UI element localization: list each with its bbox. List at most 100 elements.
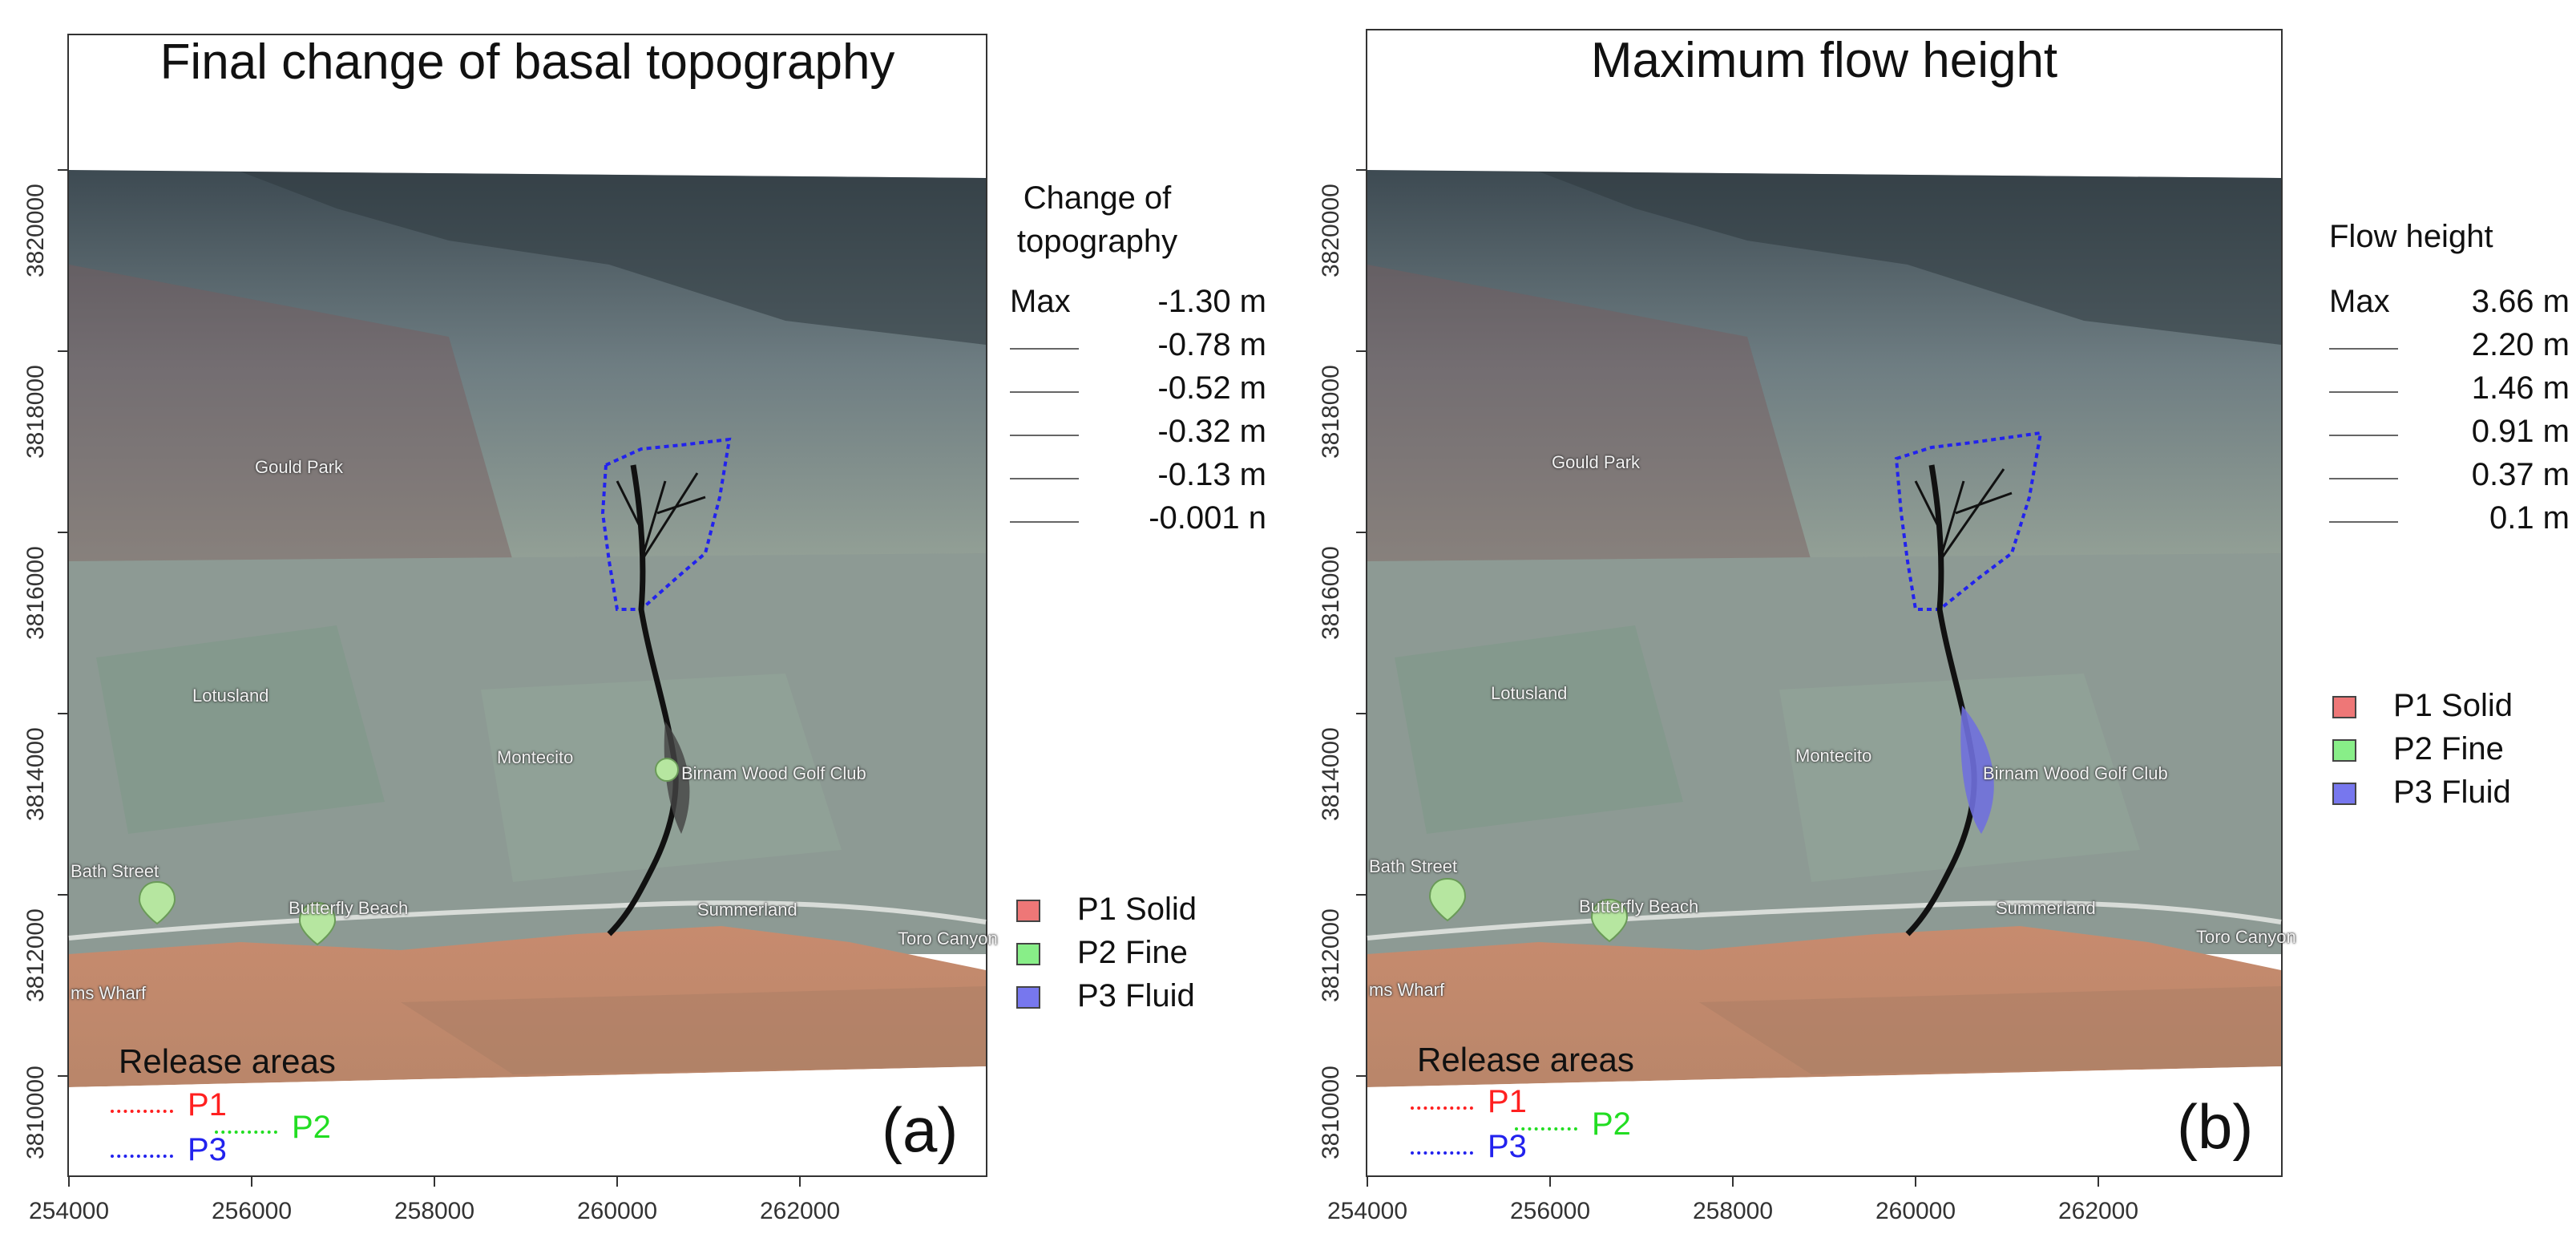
class-legend-item: P3 Fluid: [2332, 775, 2511, 815]
legend-row: -0.13 m: [1010, 457, 1266, 497]
y-axis-ticks: [1356, 169, 1366, 1077]
place-label: Birnam Wood Golf Club: [681, 763, 866, 783]
legend-title: Change of topography: [1016, 180, 1178, 259]
release-area-p3-outline: [1894, 431, 2043, 611]
sea: [1367, 926, 2281, 1087]
legend-line: [2329, 521, 2398, 523]
release-p3-line: [111, 1155, 173, 1158]
legend-line: [2329, 478, 2398, 479]
release-areas-title: Release areas: [119, 1042, 336, 1080]
blank-area: [1367, 1066, 2281, 1175]
legend-line: [1010, 521, 1079, 523]
legend-row: 2.20 m: [2329, 327, 2570, 367]
release-p3-line: [1411, 1151, 1473, 1155]
release-p1-label: P1: [1488, 1084, 1527, 1119]
highway: [1367, 900, 2282, 940]
y-tick-label: 3816000: [1318, 546, 1344, 640]
release-p2-label: P2: [292, 1110, 331, 1145]
legend-value: 3.66 m: [2471, 284, 2570, 319]
map-image: [1356, 169, 2282, 1187]
debris-flow-branch: [1914, 468, 2013, 562]
class-legend-item: P2 Fine: [1016, 935, 1188, 975]
place-label: Summerland: [1996, 898, 2096, 918]
place-label: Toro Canyon: [2196, 927, 2296, 947]
x-tick-label: 258000: [1692, 1198, 1774, 1224]
x-tick-label: 254000: [28, 1198, 110, 1224]
class-label: P1 Solid: [2393, 688, 2513, 723]
legend-max-label: Max: [1010, 284, 1071, 319]
place-label: Toro Canyon: [898, 928, 998, 949]
y-tick-label: 3814000: [22, 727, 49, 821]
y-axis-ticks: [58, 169, 67, 1077]
legend-row: -0.001 n: [1010, 500, 1266, 540]
legend-value: -0.13 m: [1157, 457, 1266, 492]
legend-row: 0.91 m: [2329, 414, 2570, 454]
map-marker-icon: [138, 880, 176, 925]
release-p1-line: [1411, 1106, 1473, 1110]
legend-row: 0.37 m: [2329, 457, 2570, 497]
release-areas-title: Release areas: [1417, 1041, 1634, 1078]
place-label: Butterfly Beach: [1579, 896, 1699, 916]
debris-deposit: [664, 722, 690, 834]
solid-swatch: [1016, 900, 1040, 922]
legend-value: -0.32 m: [1157, 414, 1266, 449]
panel-letter: (b): [2177, 1091, 2254, 1162]
y-tick-label: 3812000: [22, 908, 49, 1002]
legend-max-label: Max: [2329, 284, 2390, 319]
y-tick-label: 3810000: [1318, 1066, 1344, 1159]
legend-value: -1.30 m: [1157, 284, 1266, 319]
class-legend-item: P2 Fine: [2332, 731, 2504, 771]
release-p3-label: P3: [188, 1132, 227, 1167]
fine-swatch: [2332, 739, 2356, 762]
map-image: [58, 169, 987, 1187]
place-label: Montecito: [1795, 746, 1872, 766]
place-label: Lotusland: [1491, 683, 1568, 703]
legend-line: [2329, 391, 2398, 393]
y-tick-label: 3818000: [1318, 365, 1344, 459]
map-marker-icon: [655, 758, 679, 782]
legend-value: -0.52 m: [1157, 370, 1266, 406]
y-tick-label: 3820000: [22, 184, 49, 277]
reddish-slope: [1367, 265, 1811, 561]
place-label: Summerland: [697, 900, 797, 920]
release-p1-line: [111, 1110, 173, 1113]
place-label: Bath Street: [1369, 856, 1458, 876]
class-label: P2 Fine: [2393, 731, 2504, 767]
sea-band: [401, 986, 986, 1074]
y-tick-label: 3818000: [22, 365, 49, 459]
dark-ridge: [240, 172, 986, 345]
legend-row: 1.46 m: [2329, 370, 2570, 411]
solid-swatch: [2332, 696, 2356, 718]
x-tick-label: 256000: [1509, 1198, 1591, 1224]
y-tick-label: 3814000: [1318, 727, 1344, 821]
legend-line: [2329, 435, 2398, 436]
legend-value: -0.78 m: [1157, 327, 1266, 362]
legend-line: [1010, 391, 1079, 393]
x-tick-label: 260000: [1875, 1198, 1956, 1224]
fine-swatch: [1016, 943, 1040, 965]
legend-value: 1.46 m: [2471, 370, 2570, 406]
x-axis-ticks: [1367, 1177, 2099, 1187]
legend-value: 0.1 m: [2489, 500, 2570, 536]
legend-title: Flow height: [2329, 219, 2493, 254]
flow-height-deposit: [1960, 706, 1994, 834]
map-marker-icon: [1590, 898, 1629, 943]
legend-value: 0.37 m: [2471, 457, 2570, 492]
map-marker-icon: [298, 901, 337, 946]
x-tick-label: 254000: [1326, 1198, 1408, 1224]
legend-row: -0.78 m: [1010, 327, 1266, 367]
place-label: Montecito: [497, 747, 574, 767]
legend-value: -0.001 n: [1149, 500, 1266, 536]
fluid-swatch: [2332, 783, 2356, 805]
release-area-p3-outline: [600, 437, 732, 611]
class-legend-item: P3 Fluid: [1016, 978, 1195, 1018]
place-label: Lotusland: [192, 686, 269, 706]
place-label: ms Wharf: [71, 983, 147, 1003]
map-panel-a: Final change of basal topography Gould P…: [0, 0, 1282, 1258]
place-label: Butterfly Beach: [289, 898, 409, 918]
x-tick-label: 262000: [2057, 1198, 2139, 1224]
highway: [68, 900, 987, 940]
legend-row: Max 3.66 m: [2329, 284, 2570, 324]
release-p3-label: P3: [1488, 1129, 1527, 1164]
class-label: P3 Fluid: [1077, 978, 1195, 1013]
